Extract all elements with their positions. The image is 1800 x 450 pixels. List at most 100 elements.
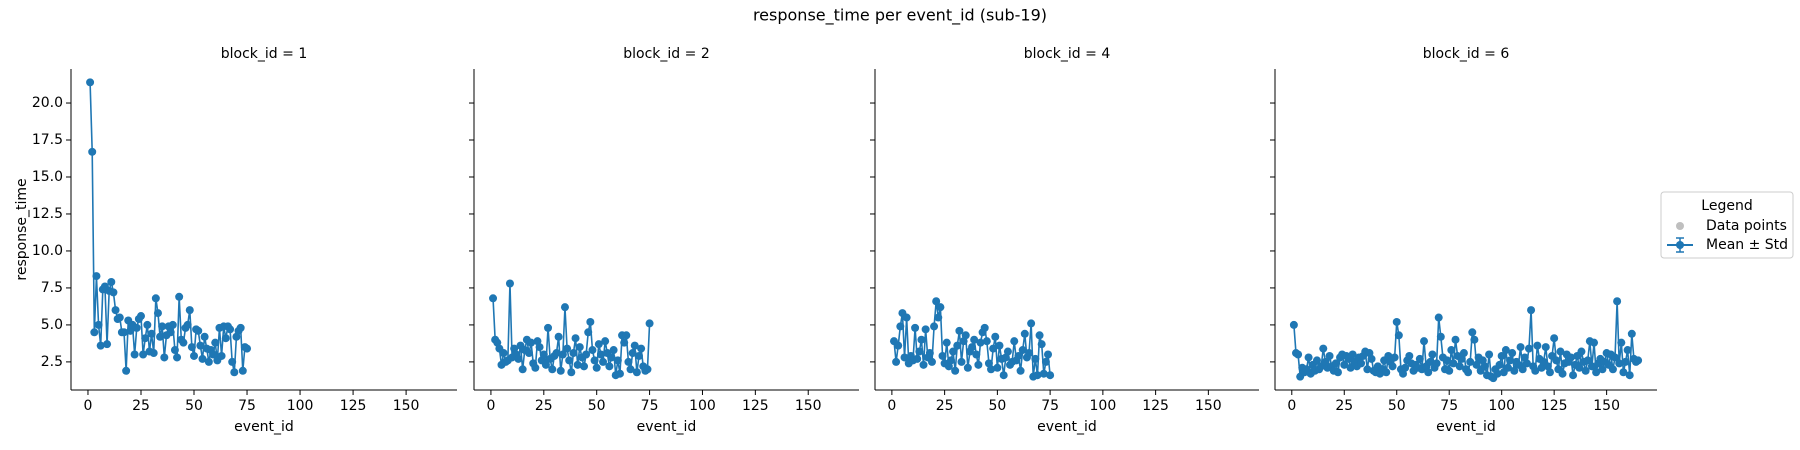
data-point bbox=[999, 371, 1008, 380]
data-point bbox=[1016, 366, 1025, 375]
data-point bbox=[1401, 363, 1410, 372]
data-point bbox=[993, 363, 1002, 372]
data-point bbox=[535, 343, 544, 352]
panel: 0 25 50 75 100 125 150 block_id = 6 event_id bbox=[1270, 46, 1657, 435]
data-point bbox=[554, 332, 563, 341]
data-point bbox=[1497, 351, 1506, 360]
data-point bbox=[541, 360, 550, 369]
data-point bbox=[609, 346, 618, 355]
data-point bbox=[1506, 356, 1515, 365]
data-point bbox=[1010, 337, 1019, 346]
data-point bbox=[607, 353, 616, 362]
y-tick-label: 17.5 bbox=[32, 132, 63, 148]
data-point bbox=[147, 329, 156, 338]
data-point bbox=[149, 349, 158, 358]
data-point bbox=[1331, 359, 1340, 368]
data-point bbox=[109, 288, 118, 297]
x-tick-label: 125 bbox=[742, 398, 769, 414]
x-tick-label: 25 bbox=[1335, 398, 1353, 414]
y-tick-label: 10.0 bbox=[32, 243, 63, 259]
data-point bbox=[204, 357, 213, 366]
data-point bbox=[1621, 357, 1630, 366]
data-point bbox=[1619, 368, 1628, 377]
data-point bbox=[932, 297, 941, 306]
data-point bbox=[1390, 353, 1399, 362]
x-tick-label: 0 bbox=[84, 398, 93, 414]
data-point bbox=[580, 362, 588, 371]
data-point bbox=[111, 306, 120, 315]
data-point bbox=[628, 349, 637, 358]
data-point bbox=[951, 366, 960, 375]
data-point bbox=[92, 272, 101, 281]
data-point bbox=[1394, 331, 1403, 340]
data-point bbox=[645, 319, 654, 328]
data-point bbox=[560, 303, 569, 312]
data-point bbox=[1367, 354, 1376, 363]
data-point bbox=[1392, 317, 1401, 326]
data-point bbox=[1312, 356, 1321, 365]
data-point bbox=[185, 306, 194, 315]
data-point bbox=[539, 350, 548, 359]
data-point bbox=[980, 323, 989, 332]
legend-box bbox=[1660, 191, 1794, 259]
data-point bbox=[158, 322, 167, 331]
data-point bbox=[1550, 334, 1559, 343]
data-point bbox=[1443, 356, 1452, 365]
data-point bbox=[187, 343, 196, 352]
data-point bbox=[594, 340, 603, 349]
y-tick-label: 15.0 bbox=[32, 169, 63, 185]
data-point bbox=[565, 356, 574, 365]
legend-marker bbox=[1676, 222, 1684, 230]
data-point bbox=[1014, 351, 1023, 360]
data-point bbox=[972, 350, 981, 359]
legend: Legend Data points Mean ± Std bbox=[1660, 191, 1794, 259]
data-point bbox=[1527, 306, 1536, 315]
data-point bbox=[94, 320, 103, 329]
data-point bbox=[243, 344, 252, 353]
x-tick-label: 100 bbox=[287, 398, 314, 414]
data-point bbox=[955, 326, 964, 335]
panel: 0 25 50 75 100 125 150 block_id = 2 event_id bbox=[469, 46, 859, 435]
data-point bbox=[900, 353, 909, 362]
data-point bbox=[107, 278, 116, 287]
data-point bbox=[601, 337, 610, 346]
data-point bbox=[592, 363, 601, 372]
data-point bbox=[170, 346, 179, 355]
data-point bbox=[1455, 362, 1464, 371]
data-point bbox=[1451, 335, 1460, 344]
data-point bbox=[1470, 335, 1479, 344]
data-point bbox=[230, 368, 239, 377]
data-point bbox=[1531, 366, 1540, 375]
data-point bbox=[228, 357, 237, 366]
data-point bbox=[531, 363, 540, 372]
x-tick-label: 0 bbox=[486, 398, 495, 414]
data-point bbox=[1472, 360, 1481, 369]
legend-label: Data points bbox=[1706, 218, 1787, 234]
panel: 0 25 50 75 100 125 150 block_id = 4 event_id bbox=[870, 46, 1259, 435]
data-point bbox=[1415, 354, 1424, 363]
data-point bbox=[1533, 341, 1542, 350]
x-tick-label: 125 bbox=[1541, 398, 1568, 414]
data-point bbox=[1436, 332, 1445, 341]
data-point bbox=[1035, 331, 1044, 340]
data-point bbox=[120, 328, 129, 337]
x-tick-label: 50 bbox=[988, 398, 1006, 414]
data-point bbox=[938, 351, 947, 360]
data-point bbox=[166, 328, 175, 337]
x-tick-label: 150 bbox=[393, 398, 420, 414]
data-point bbox=[552, 349, 561, 358]
x-tick-label: 0 bbox=[887, 398, 896, 414]
data-point bbox=[1447, 346, 1456, 355]
data-point bbox=[970, 335, 979, 344]
data-point bbox=[1434, 313, 1443, 322]
data-point bbox=[1545, 368, 1554, 377]
data-point bbox=[1503, 363, 1512, 372]
data-point bbox=[961, 331, 970, 340]
y-tick-label: 20.0 bbox=[32, 95, 63, 111]
data-point bbox=[489, 294, 498, 303]
x-tick-label: 150 bbox=[1593, 398, 1620, 414]
data-point bbox=[238, 366, 247, 375]
data-point bbox=[156, 332, 165, 341]
x-tick-label: 150 bbox=[795, 398, 822, 414]
data-point bbox=[103, 340, 112, 349]
